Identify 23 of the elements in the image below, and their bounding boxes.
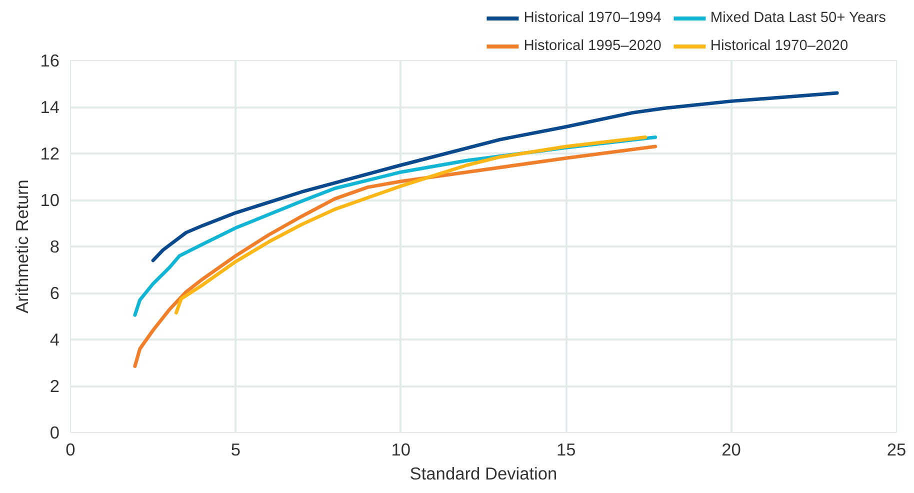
y-tick-label: 2 bbox=[50, 376, 60, 396]
legend-label: Historical 1970–2020 bbox=[710, 38, 848, 54]
line-series bbox=[133, 144, 658, 368]
y-tick-label: 10 bbox=[40, 190, 60, 210]
y-axis-title: Arithmetic Return bbox=[12, 180, 32, 314]
y-tick-label: 4 bbox=[50, 330, 60, 350]
y-tick-label: 16 bbox=[40, 50, 60, 70]
x-tick-label: 0 bbox=[66, 440, 76, 460]
y-tick-label: 14 bbox=[40, 97, 60, 117]
x-axis-title: Standard Deviation bbox=[410, 464, 558, 484]
legend-label: Historical 1970–1994 bbox=[524, 10, 662, 26]
x-tick-label: 15 bbox=[556, 440, 576, 460]
line-series bbox=[151, 91, 839, 262]
x-tick-label: 10 bbox=[391, 440, 411, 460]
y-tick-label: 8 bbox=[50, 236, 60, 256]
y-tick-label: 6 bbox=[50, 283, 60, 303]
y-tick-label: 12 bbox=[40, 144, 60, 164]
x-tick-label: 5 bbox=[230, 440, 241, 460]
y-tick-label: 0 bbox=[50, 422, 60, 442]
legend-label: Mixed Data Last 50+ Years bbox=[710, 10, 886, 26]
legend-label: Historical 1995–2020 bbox=[524, 38, 662, 54]
x-tick-label: 25 bbox=[886, 440, 906, 460]
x-tick-label: 20 bbox=[722, 440, 741, 460]
